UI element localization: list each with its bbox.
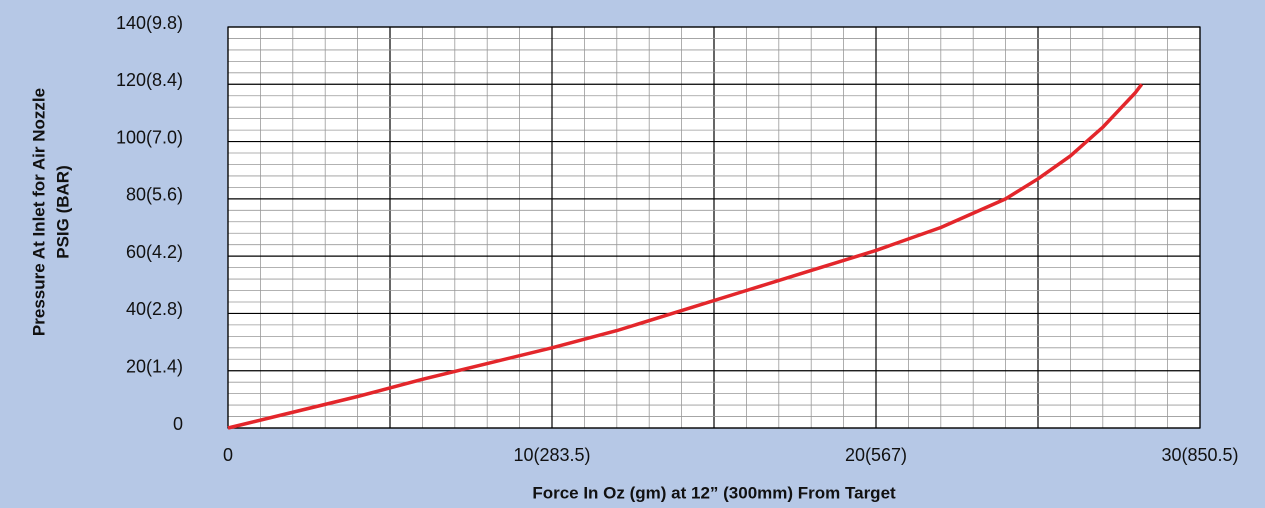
y-tick-label: 40(2.8): [126, 299, 183, 319]
y-tick-label: 20(1.4): [126, 356, 183, 376]
plot-border: [227, 26, 1201, 429]
y-tick-label: 140(9.8): [116, 13, 183, 33]
x-axis-label: Force In Oz (gm) at 12” (300mm) From Tar…: [532, 483, 896, 502]
grid: [227, 26, 1201, 429]
y-tick-label: 100(7.0): [116, 127, 183, 147]
x-tick-label: 30(850.5): [1161, 445, 1238, 465]
data-line: [227, 83, 1144, 430]
x-tick-label: 0: [223, 445, 233, 465]
x-tick-label: 20(567): [845, 445, 907, 465]
y-tick-label: 60(4.2): [126, 242, 183, 262]
x-tick-label: 10(283.5): [513, 445, 590, 465]
y-axis-label: Pressure At Inlet for Air Nozzle: [29, 88, 48, 336]
y-tick-label: 80(5.6): [126, 185, 183, 205]
y-tick-label: 0: [173, 414, 183, 434]
y-axis-label: PSIG (BAR): [53, 165, 72, 259]
y-tick-label: 120(8.4): [116, 70, 183, 90]
